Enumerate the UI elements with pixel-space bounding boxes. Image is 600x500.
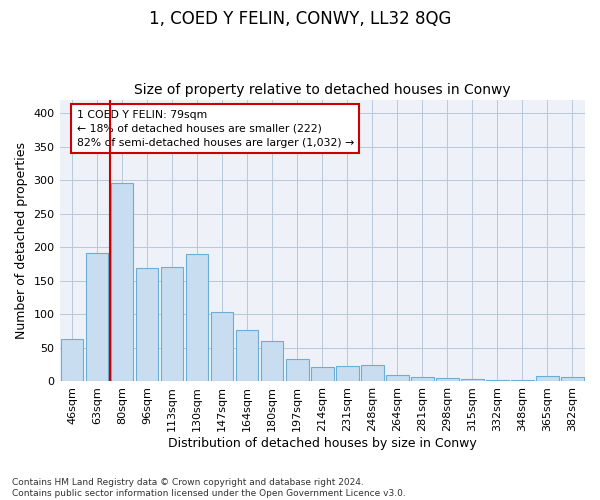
Bar (486, 380, 509, 382)
Bar (186, 254, 208, 382)
Bar (236, 330, 259, 382)
Bar (536, 376, 559, 382)
Bar (361, 364, 383, 382)
Y-axis label: Number of detached properties: Number of detached properties (15, 142, 28, 339)
Bar (511, 380, 534, 382)
Bar (561, 377, 584, 382)
Bar (286, 360, 308, 382)
Bar (261, 340, 283, 382)
Bar (136, 268, 158, 382)
Title: Size of property relative to detached houses in Conwy: Size of property relative to detached ho… (134, 83, 511, 97)
Text: Contains HM Land Registry data © Crown copyright and database right 2024.
Contai: Contains HM Land Registry data © Crown c… (12, 478, 406, 498)
Bar (86, 252, 109, 382)
Bar (211, 312, 233, 382)
Bar (161, 268, 184, 382)
Text: 1, COED Y FELIN, CONWY, LL32 8QG: 1, COED Y FELIN, CONWY, LL32 8QG (149, 10, 451, 28)
Bar (461, 379, 484, 382)
Bar (336, 366, 359, 382)
Bar (311, 368, 334, 382)
Bar (411, 378, 434, 382)
Bar (386, 374, 409, 382)
Text: 1 COED Y FELIN: 79sqm
← 18% of detached houses are smaller (222)
82% of semi-det: 1 COED Y FELIN: 79sqm ← 18% of detached … (77, 110, 354, 148)
X-axis label: Distribution of detached houses by size in Conwy: Distribution of detached houses by size … (168, 437, 476, 450)
Bar (111, 184, 133, 382)
Bar (61, 339, 83, 382)
Bar (436, 378, 458, 382)
